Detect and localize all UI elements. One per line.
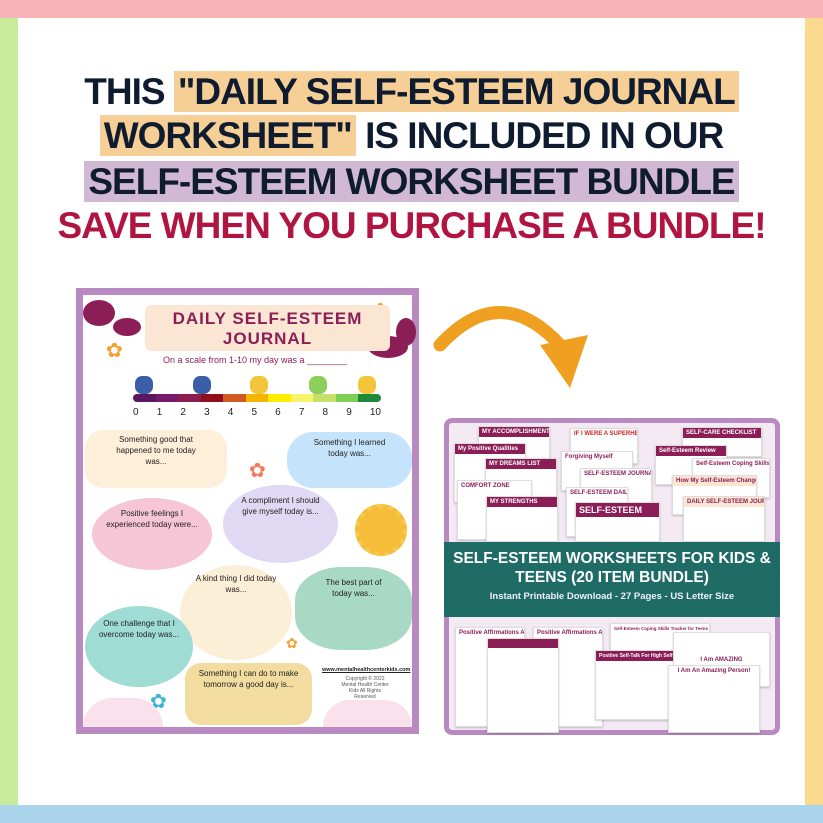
bubble-something-learned: Something I learned today was... xyxy=(287,432,412,488)
left-color-band xyxy=(0,18,18,805)
excited-face-icon xyxy=(358,376,376,394)
flower-icon: ✿ xyxy=(249,460,266,482)
unhappy-face-icon xyxy=(193,376,211,394)
curved-arrow-icon xyxy=(433,306,588,388)
top-color-band xyxy=(0,0,823,18)
bundle-title: SELF-ESTEEM WORKSHEETS FOR KIDS & TEENS … xyxy=(453,550,771,586)
pink-cloud-decoration xyxy=(323,700,412,727)
bubble-something-good: Something good that happened to me today… xyxy=(85,430,227,488)
happy-face-icon xyxy=(309,376,327,394)
scale-numbers: 0 1 2 3 4 5 6 7 8 9 10 xyxy=(133,407,381,418)
thumb-my-strengths: MY STRENGTHS xyxy=(486,496,558,542)
worksheet-title: DAILY SELF-ESTEEM JOURNAL xyxy=(145,305,390,351)
bubble-challenge: One challenge that I overcome today was.… xyxy=(85,606,193,687)
bubble-best-part: The best part of today was... xyxy=(295,567,412,650)
sad-face-icon xyxy=(135,376,153,394)
cloud-icon xyxy=(83,300,115,326)
sun-icon xyxy=(355,504,407,556)
thumb-amazing-person: I Am An Amazing Person! xyxy=(668,665,760,733)
headline-save: SAVE WHEN YOU PURCHASE A BUNDLE! xyxy=(57,205,766,246)
right-color-band xyxy=(805,18,823,805)
mood-scale-bar xyxy=(133,394,381,402)
copyright-text: Copyright © 2022 Mental Health Center Ki… xyxy=(341,676,389,700)
bubble-compliment: A compliment I should give myself today … xyxy=(223,485,338,563)
pink-cloud-decoration xyxy=(83,698,163,727)
scale-question: On a scale from 1-10 my day was a ______… xyxy=(162,355,348,365)
bubble-tomorrow: Something I can do to make tomorrow a go… xyxy=(185,663,312,725)
thumb-daily-journal: DAILY SELF-ESTEEM JOURNAL xyxy=(683,496,765,542)
neutral-face-icon xyxy=(250,376,268,394)
bubble-positive-feelings: Positive feelings I experienced today we… xyxy=(92,498,212,570)
flower-icon: ✿ xyxy=(286,635,298,651)
flower-icon: ✿ xyxy=(106,340,123,362)
bundle-banner: SELF-ESTEEM WORKSHEETS FOR KIDS & TEENS … xyxy=(444,542,780,617)
bubble-kind-thing: A kind thing I did today was... xyxy=(180,565,292,660)
thumb-my-affirmations: MY POSITIVE AFFIRMATIONS FROM A-Z xyxy=(487,638,559,733)
headline-line-2: WORKSHEET" IS INCLUDED IN OUR xyxy=(0,114,823,158)
website-link: www.mentalhealthcenterkids.com xyxy=(322,667,411,673)
headline-line-1: THIS "DAILY SELF-ESTEEM JOURNAL xyxy=(0,70,823,114)
bottom-color-band xyxy=(0,805,823,823)
cloud-icon xyxy=(113,318,141,336)
cloud-icon xyxy=(396,318,416,346)
headline-line-3: SELF-ESTEEM WORKSHEET BUNDLE xyxy=(0,160,823,204)
bundle-subtitle: Instant Printable Download - 27 Pages - … xyxy=(489,591,735,602)
thumb-self-esteem: SELF-ESTEEM xyxy=(575,502,660,542)
